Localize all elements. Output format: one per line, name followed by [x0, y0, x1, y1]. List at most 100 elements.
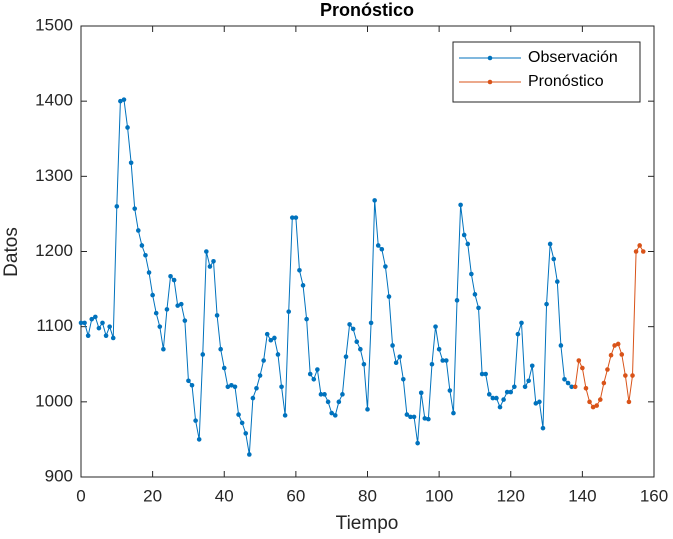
data-point — [153, 310, 159, 316]
data-point — [100, 320, 105, 326]
data-point — [200, 352, 206, 357]
data-point — [297, 267, 302, 273]
data-point — [78, 320, 84, 326]
y-tick-label: 1500 — [35, 15, 73, 34]
data-point — [508, 389, 514, 395]
data-point — [368, 320, 374, 326]
data-point — [114, 204, 120, 209]
data-point — [243, 431, 249, 436]
data-point — [161, 346, 166, 352]
x-tick-label: 40 — [215, 486, 234, 505]
data-point — [383, 264, 388, 269]
data-point — [143, 252, 148, 258]
data-point — [139, 243, 145, 248]
data-point — [85, 333, 91, 338]
data-point — [275, 352, 281, 357]
data-point — [300, 283, 306, 288]
data-point — [637, 243, 642, 248]
data-point — [164, 307, 170, 312]
data-point — [264, 331, 270, 337]
data-point — [601, 380, 607, 386]
data-point — [590, 404, 596, 410]
data-point — [340, 392, 345, 397]
data-point — [121, 97, 127, 102]
legend-swatch — [487, 79, 493, 85]
data-point — [397, 354, 403, 360]
data-point — [171, 277, 177, 283]
data-point — [372, 198, 377, 203]
x-tick-label: 0 — [76, 486, 85, 505]
data-point — [551, 256, 557, 262]
data-point — [404, 412, 410, 417]
data-point — [580, 365, 585, 371]
x-axis-label: Tiempo — [336, 513, 399, 534]
legend-swatch — [487, 55, 493, 61]
data-point — [447, 388, 453, 393]
data-point — [469, 271, 474, 277]
data-point — [254, 386, 259, 391]
data-point — [612, 343, 617, 348]
series-line — [574, 244, 644, 408]
data-point — [415, 440, 420, 446]
x-tick-label: 160 — [640, 486, 668, 505]
data-point — [472, 292, 478, 297]
data-point — [540, 425, 546, 431]
data-point — [562, 376, 567, 382]
data-point — [178, 301, 184, 307]
data-point — [189, 382, 195, 388]
data-point — [522, 384, 528, 390]
data-point — [365, 407, 370, 412]
data-point — [619, 352, 625, 357]
data-point — [239, 420, 245, 426]
data-point — [465, 241, 471, 247]
data-point — [426, 416, 431, 422]
data-point — [250, 395, 256, 401]
data-point — [279, 384, 284, 390]
data-point — [519, 320, 524, 326]
data-point — [490, 395, 496, 401]
data-point — [272, 335, 277, 341]
data-point — [207, 264, 213, 269]
data-point — [89, 316, 95, 322]
data-point — [486, 392, 492, 397]
data-point — [422, 416, 428, 421]
data-point — [386, 294, 392, 299]
data-point — [157, 324, 163, 329]
legend-box — [452, 41, 641, 103]
data-point — [221, 365, 227, 371]
data-point — [204, 249, 209, 254]
y-tick-label: 1400 — [35, 91, 73, 110]
data-point — [347, 322, 352, 327]
data-point — [125, 125, 130, 130]
data-point — [128, 160, 134, 166]
chart-title: Pronóstico — [320, 0, 414, 20]
data-point — [182, 318, 188, 323]
data-point — [630, 373, 635, 378]
data-point — [214, 313, 220, 318]
data-point — [322, 392, 327, 397]
data-point — [429, 361, 435, 367]
legend: Observación Pronóstico — [452, 41, 641, 103]
data-point — [315, 367, 320, 372]
legend-label: Observación — [528, 49, 618, 66]
data-point — [107, 324, 112, 329]
data-point — [501, 397, 506, 402]
data-point — [587, 399, 592, 405]
data-point — [110, 335, 116, 341]
data-point — [529, 363, 535, 369]
data-point — [196, 437, 202, 442]
data-point — [418, 390, 424, 396]
data-point — [458, 202, 463, 208]
data-point — [150, 292, 155, 298]
data-point — [583, 386, 589, 391]
data-point — [597, 397, 603, 402]
data-point — [103, 333, 109, 338]
data-point — [186, 378, 191, 384]
data-point — [558, 343, 564, 348]
data-point — [408, 414, 413, 420]
data-point — [433, 324, 438, 329]
y-tick-label: 1100 — [36, 316, 73, 335]
legend-label: Pronóstico — [528, 73, 604, 90]
data-point — [544, 301, 549, 307]
